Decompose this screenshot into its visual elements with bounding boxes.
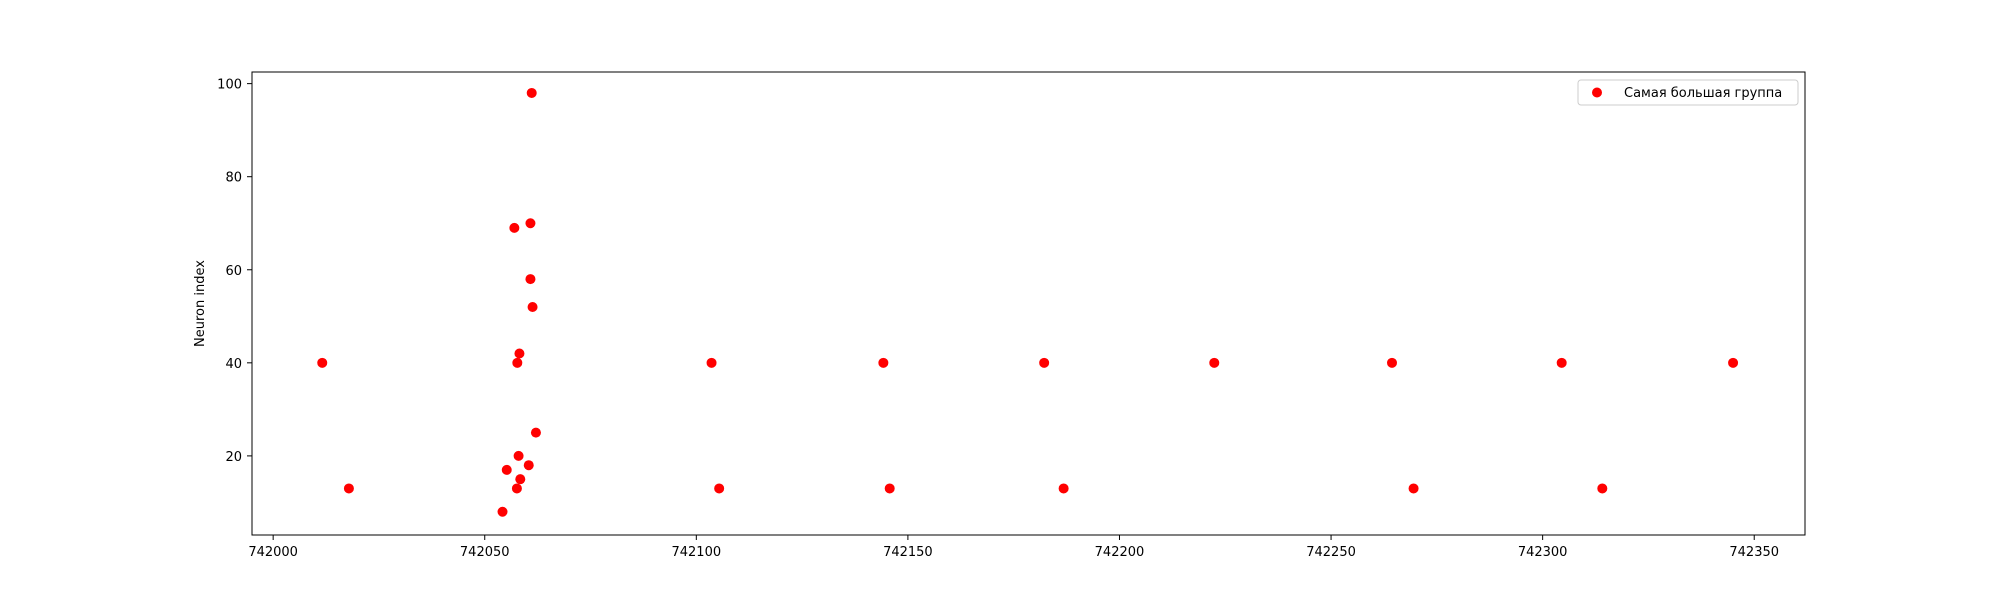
data-point xyxy=(317,357,328,368)
x-tick-label: 742200 xyxy=(1095,545,1145,560)
data-point xyxy=(515,474,526,485)
y-tick-label: 60 xyxy=(225,264,242,279)
legend-marker xyxy=(1592,87,1602,98)
data-point xyxy=(526,87,537,98)
data-point xyxy=(1209,357,1220,368)
x-tick-label: 742000 xyxy=(248,545,298,560)
y-tick-label: 80 xyxy=(225,171,242,186)
legend-label: Самая большая группа xyxy=(1624,86,1782,101)
x-tick-label: 742350 xyxy=(1729,545,1779,560)
y-tick-label: 100 xyxy=(217,78,242,93)
data-point xyxy=(706,357,717,368)
legend: Самая большая группа xyxy=(1577,79,1799,106)
data-point xyxy=(878,357,889,368)
data-point xyxy=(343,483,354,494)
data-point xyxy=(527,301,538,312)
data-point xyxy=(1597,483,1608,494)
data-point xyxy=(523,460,534,471)
y-tick-label: 20 xyxy=(225,450,242,465)
data-point xyxy=(525,218,536,229)
data-point xyxy=(884,483,895,494)
data-point xyxy=(512,357,523,368)
data-point xyxy=(511,483,522,494)
data-point xyxy=(1556,357,1567,368)
axes: 742000 742050 742100 742150 742200 742250 7423… xyxy=(217,71,1806,560)
data-point xyxy=(497,506,508,517)
data-point xyxy=(1386,357,1397,368)
data-point xyxy=(1408,483,1419,494)
plot-area xyxy=(317,87,1739,517)
data-point xyxy=(509,222,520,233)
data-point xyxy=(1728,357,1739,368)
data-point xyxy=(714,483,725,494)
axes-frame xyxy=(251,71,1806,536)
x-tick-label: 742300 xyxy=(1518,545,1568,560)
x-tick-label: 742100 xyxy=(671,545,721,560)
data-point xyxy=(501,464,512,475)
data-point xyxy=(1039,357,1050,368)
x-tick-label: 742250 xyxy=(1306,545,1356,560)
data-point xyxy=(530,427,541,438)
y-axis-label: Neuron index xyxy=(193,260,208,347)
data-point xyxy=(525,274,536,285)
data-point xyxy=(514,348,525,359)
data-point xyxy=(513,450,524,461)
data-point xyxy=(1058,483,1069,494)
x-tick-label: 742150 xyxy=(883,545,933,560)
legend-box xyxy=(1577,79,1799,106)
x-tick-label: 742050 xyxy=(460,545,510,560)
y-tick-label: 40 xyxy=(225,357,242,372)
